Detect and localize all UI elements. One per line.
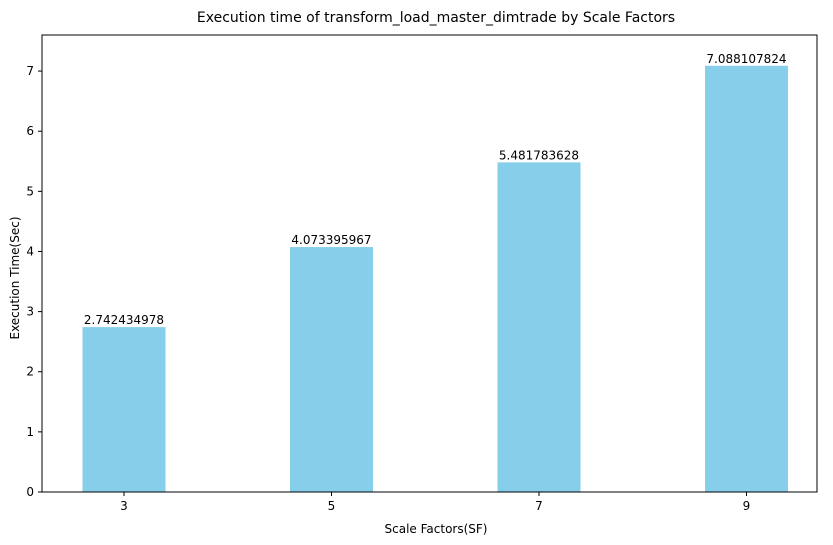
data-labels-layer: 2.742434978 4.073395967 5.481783628 7.08810… [84, 52, 787, 327]
data-label-sf-9: 7.088107824 [706, 52, 786, 66]
y-tick-label-7: 7 [26, 64, 34, 78]
data-label-sf-3: 2.742434978 [84, 313, 164, 327]
data-label-sf-7: 5.481783628 [499, 148, 579, 162]
y-axis-label: Execution Time(Sec) [8, 216, 22, 339]
y-tick-label-5: 5 [26, 184, 34, 198]
bar-sf-5 [290, 247, 373, 492]
y-tick-label-6: 6 [26, 124, 34, 138]
bar-sf-7 [497, 162, 581, 492]
bar-sf-3 [82, 327, 166, 492]
y-tick-label-3: 3 [26, 305, 34, 319]
y-tick-label-1: 1 [26, 425, 34, 439]
plot-frame [41, 34, 818, 493]
y-tick-label-4: 4 [26, 244, 34, 258]
y-tick-label-0: 0 [26, 485, 34, 499]
bar-sf-9 [705, 65, 788, 492]
axes-layer: 3 5 7 9 0 1 2 3 4 5 6 7 [26, 34, 818, 513]
x-tick-label-7: 7 [535, 499, 543, 513]
x-axis-label: Scale Factors(SF) [385, 522, 488, 536]
y-tick-label-2: 2 [26, 365, 34, 379]
data-label-sf-5: 4.073395967 [291, 233, 371, 247]
x-tick-label-5: 5 [328, 499, 336, 513]
x-tick-label-3: 3 [120, 499, 128, 513]
chart-title: Execution time of transform_load_master_… [197, 10, 675, 26]
x-tick-label-9: 9 [743, 499, 751, 513]
bars-layer [82, 65, 788, 492]
